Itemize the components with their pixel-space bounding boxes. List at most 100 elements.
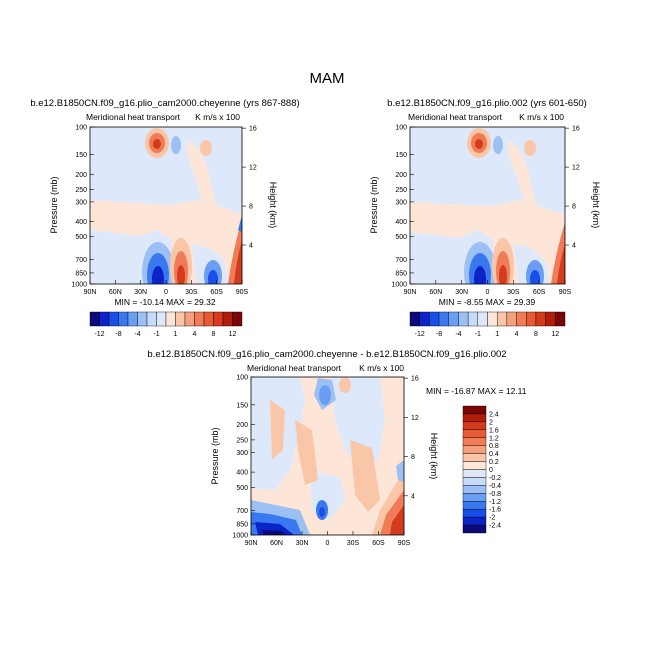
negative-region [330, 377, 385, 470]
colorbar-swatch [477, 311, 488, 327]
min-max-stats: MIN = -10.14 MAX = 29.32 [114, 297, 215, 307]
colorbar-label: -4 [455, 331, 461, 338]
positive-region-upper [339, 377, 351, 393]
colorbar-swatch [462, 524, 487, 534]
positive-jet-upper [475, 139, 483, 149]
colorbar-label: -1 [153, 331, 159, 338]
y-tick-label: 850 [395, 270, 407, 277]
height-tick-label: 16 [572, 126, 580, 133]
positive-polar-wedge [557, 244, 565, 284]
colorbar-swatch [462, 437, 487, 446]
height-tick-label: 12 [249, 165, 257, 172]
colorbar-label: 4 [515, 331, 519, 338]
colorbar-swatch [99, 311, 110, 327]
colorbar-label: -1.6 [489, 507, 501, 514]
y-tick-label: 150 [75, 152, 87, 159]
colorbar-label: 8 [534, 331, 538, 338]
colorbar-swatch [462, 445, 487, 454]
colorbar-swatch [462, 485, 487, 494]
positive-polar-wedge [234, 240, 242, 284]
colorbar-label: 1 [174, 331, 178, 338]
height-tick-label: 8 [572, 204, 576, 211]
x-tick-label: 30N [134, 289, 147, 296]
y-tick-label: 150 [236, 402, 248, 409]
panel-difference: b.e12.B1850CN.f09_g16.plio_cam2000.cheye… [147, 349, 526, 547]
x-tick-label: 90S [398, 540, 411, 547]
y-axis-ticks: 100 150 200 250 300 400 500 700 850 1000 [232, 375, 255, 540]
colorbar-swatch [535, 311, 546, 327]
y-tick-label: 850 [236, 521, 248, 528]
colorbar-label: 0.8 [489, 443, 499, 450]
colorbar-swatch [458, 311, 469, 327]
x-axis-ticks: 90N 60N 30N 0 30S 60S 90S [404, 280, 572, 296]
positive-region-upper [524, 140, 536, 156]
colorbar-swatch [409, 311, 420, 327]
y-tick-label: 250 [236, 437, 248, 444]
positive-region [270, 400, 285, 460]
panel-comparison-run: b.e12.B1850CN.f09_g16.plio.002 (yrs 601-… [369, 98, 601, 338]
y-axis-ticks: 100 150 200 250 300 400 500 700 850 1000 [71, 125, 94, 289]
colorbar-label: 1.2 [489, 435, 499, 442]
positive-region [187, 140, 222, 238]
colorbar-label: 12 [229, 331, 237, 338]
height-tick-label: 12 [411, 415, 419, 422]
y-tick-label: 400 [75, 219, 87, 226]
negative-region-upper [171, 136, 181, 154]
x-tick-label: 90S [236, 289, 249, 296]
panel-title: b.e12.B1850CN.f09_g16.plio.002 (yrs 601-… [387, 98, 587, 109]
negative-lobe-surface [208, 270, 218, 284]
colorbar-swatch [462, 405, 487, 415]
units-label: K m/s x 100 [519, 112, 564, 122]
units-label: K m/s x 100 [195, 112, 240, 122]
figure-title: MAM [310, 70, 345, 87]
colorbar-swatch [462, 429, 487, 438]
height-tick-label: 16 [411, 376, 419, 383]
panel-subtitle: Meridional heat transport [247, 363, 342, 373]
negative-lobe-surface [152, 266, 164, 284]
panel-control-run: b.e12.B1850CN.f09_g16.plio_cam2000.cheye… [30, 98, 299, 338]
colorbar-swatch [545, 311, 556, 327]
positive-lobe-surface [499, 265, 507, 284]
x-tick-label: 60S [372, 540, 385, 547]
negative-polar-edge [396, 460, 404, 482]
height-axis-ticks: 16 12 8 4 [565, 126, 580, 250]
height-tick-label: 4 [572, 243, 576, 250]
contour-field [90, 127, 242, 284]
colorbar-label: -2 [489, 515, 495, 522]
y-tick-label: 200 [395, 172, 407, 179]
panel-title: b.e12.B1850CN.f09_g16.plio_cam2000.cheye… [147, 349, 506, 360]
y-tick-label: 500 [75, 234, 87, 241]
negative-region-upper [319, 385, 331, 405]
positive-region-upper [200, 140, 212, 156]
colorbar-label: -1.2 [489, 499, 501, 506]
negative-region-upper [493, 136, 503, 154]
colorbar-label: -0.4 [489, 483, 501, 490]
colorbar-swatch [526, 311, 537, 327]
colorbar-swatch [516, 311, 527, 327]
colorbar-swatch [506, 311, 517, 327]
colorbar-label: -8 [436, 331, 442, 338]
y-tick-label: 400 [395, 219, 407, 226]
colorbar-swatch [462, 508, 487, 518]
y-tick-label: 250 [395, 187, 407, 194]
min-max-stats: MIN = -8.55 MAX = 29.39 [439, 297, 536, 307]
colorbar-swatch [462, 421, 487, 431]
y-tick-label: 150 [395, 152, 407, 159]
height-tick-label: 8 [411, 454, 415, 461]
colorbar-swatch [429, 311, 440, 327]
panel-subtitle: Meridional heat transport [408, 112, 503, 122]
colorbar: 2.421.61.20.80.40.20-0.2-0.4-0.8-1.2-1.6… [462, 405, 501, 534]
colorbar-label: 2.4 [489, 411, 499, 418]
y-tick-label: 100 [75, 125, 87, 132]
x-tick-label: 90N [245, 540, 258, 547]
min-max-stats: MIN = -16.87 MAX = 12.11 [426, 386, 527, 396]
x-tick-label: 0 [164, 289, 168, 296]
colorbar-label: -4 [134, 331, 140, 338]
panel-subtitle: Meridional heat transport [86, 112, 181, 122]
height-tick-label: 16 [249, 126, 257, 133]
colorbar-label: 0 [489, 467, 493, 474]
positive-jet-upper [153, 139, 161, 149]
colorbar-swatch [462, 461, 487, 470]
colorbar-label: -0.2 [489, 475, 501, 482]
